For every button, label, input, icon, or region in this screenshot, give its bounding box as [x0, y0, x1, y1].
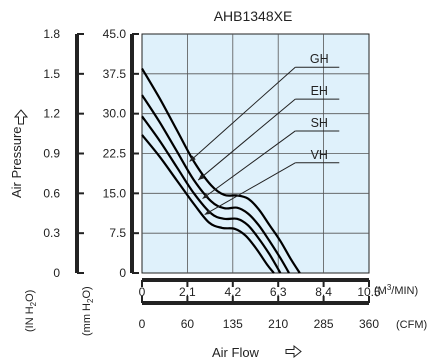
- y-tick-label-mmh2o: 45.0: [103, 27, 127, 41]
- y-unit-mmh2o: (mm H2O): [81, 286, 95, 336]
- x-tick-label-m3min: 10.5: [357, 285, 381, 299]
- y-axis-title: Air Pressure: [9, 126, 24, 198]
- curve-label-vh: VH: [311, 148, 328, 162]
- y-tick-label-inh2o: 1.8: [43, 27, 60, 41]
- y-ticks-mmh2o: 45.0 37.5 30.0 22.5 15.0 7.5 0: [103, 27, 139, 280]
- y-tick-label-mmh2o: 22.5: [103, 147, 127, 161]
- x-tick-label-m3min: 0: [139, 285, 146, 299]
- x-tick-label-cfm: 210: [268, 317, 288, 331]
- curve-label-sh: SH: [311, 116, 328, 130]
- x-unit-cfm: (CFM): [396, 319, 427, 331]
- x-tick-label-cfm: 135: [223, 317, 243, 331]
- y-tick-label-mmh2o: 37.5: [103, 67, 127, 81]
- x-tick-label-cfm: 285: [314, 317, 334, 331]
- y-unit-inh2o: (IN H2O): [24, 290, 38, 332]
- arrow-up-icon: [13, 109, 29, 125]
- y-tick-label-mmh2o: 7.5: [109, 226, 126, 240]
- curve-labels: GH EH SH VH: [189, 52, 340, 216]
- curve-eh: [141, 94, 290, 274]
- x-tick-label-cfm: 360: [359, 317, 379, 331]
- x-unit-m3min: (M3/MIN): [374, 283, 418, 297]
- leader-arrowhead: [189, 155, 196, 162]
- chart-title: AHB1348XE: [214, 8, 293, 24]
- leader-arrowhead: [204, 209, 212, 215]
- x-ticks-cfm: 0 60 135 210 285 360: [139, 296, 379, 331]
- curve-sh: [141, 115, 282, 274]
- x-tick-label-m3min: 6.3: [270, 285, 287, 299]
- y-tick-label-inh2o: 0.3: [43, 226, 60, 240]
- x-ticks-m3min: 0 2.1 4.2 6.3 8.4 10.5: [139, 280, 381, 299]
- leader-arrowhead: [202, 193, 209, 199]
- y-ticks-inh2o: 1.8 1.5 1.2 0.9 0.6 0.3 0: [43, 27, 84, 280]
- x-tick-label-cfm: 60: [181, 317, 195, 331]
- curve-vh: [141, 134, 275, 274]
- y-tick-label-mmh2o: 0: [119, 266, 126, 280]
- curve-label-gh: GH: [310, 52, 329, 66]
- x-tick-label-m3min: 8.4: [315, 285, 332, 299]
- arrow-right-icon: [285, 344, 302, 359]
- y-tick-label-mmh2o: 15.0: [103, 186, 127, 200]
- y-tick-label-inh2o: 0.9: [43, 147, 60, 161]
- leader-line: [189, 66, 296, 162]
- leader-line: [204, 162, 296, 216]
- x-tick-label-cfm: 0: [139, 317, 146, 331]
- leader-arrowhead: [198, 174, 205, 181]
- leader-line: [202, 130, 296, 200]
- x-axis-title: Air Flow: [212, 345, 260, 360]
- x-tick-label-m3min: 2.1: [179, 285, 196, 299]
- leader-line: [197, 98, 296, 181]
- curve-label-eh: EH: [311, 84, 328, 98]
- y-tick-label-inh2o: 0.6: [43, 186, 60, 200]
- y-tick-label-inh2o: 0: [53, 266, 60, 280]
- y-tick-label-mmh2o: 30.0: [103, 107, 127, 121]
- y-tick-label-inh2o: 1.5: [43, 67, 60, 81]
- y-tick-label-inh2o: 1.2: [43, 107, 60, 121]
- x-tick-label-m3min: 4.2: [224, 285, 241, 299]
